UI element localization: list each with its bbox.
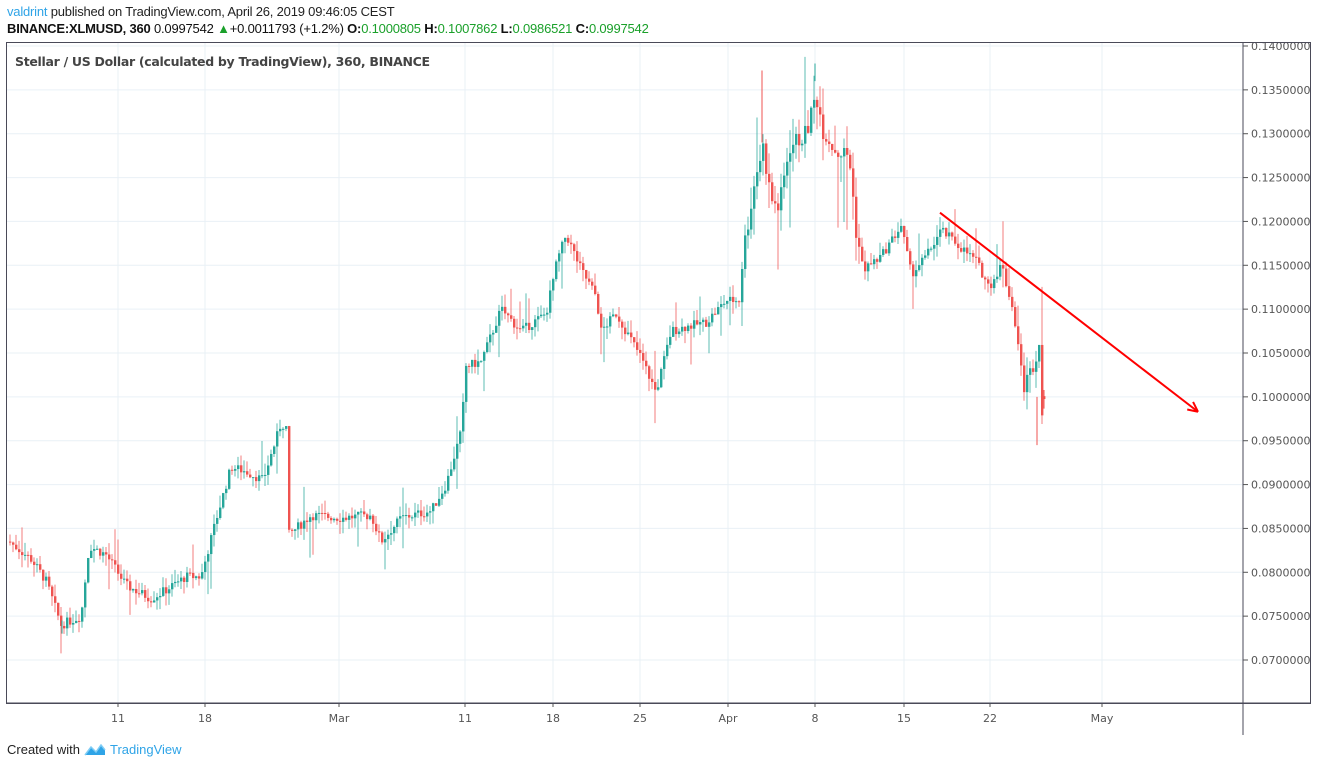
chart-grid <box>7 43 1243 703</box>
svg-text:11: 11 <box>111 712 125 725</box>
published-text: published on TradingView.com, April 26, … <box>47 4 395 19</box>
tradingview-logo-icon <box>84 743 106 756</box>
publish-info: valdrint published on TradingView.com, A… <box>7 4 395 19</box>
change-value: +0.0011793 (+1.2%) <box>229 21 344 36</box>
high-value: 0.1007862 <box>437 21 498 36</box>
low-label: L: <box>500 21 513 36</box>
svg-text:May: May <box>1091 712 1114 725</box>
svg-text:0.1350000: 0.1350000 <box>1251 84 1311 97</box>
ohlc-bar: BINANCE:XLMUSD, 360 0.0997542 ▲+0.001179… <box>7 21 649 36</box>
high-label: H: <box>424 21 438 36</box>
svg-text:8: 8 <box>812 712 819 725</box>
symbol-label: BINANCE:XLMUSD, 360 <box>7 21 151 36</box>
svg-text:Mar: Mar <box>329 712 350 725</box>
footer: Created with TradingView <box>7 742 182 757</box>
publisher-link[interactable]: valdrint <box>7 4 48 19</box>
change-up-icon: ▲ <box>217 21 230 36</box>
chart-axes: 0.1400000 0.1350000 0.1300000 0.1250000 0.12… <box>7 40 1311 735</box>
close-label: C: <box>575 21 590 36</box>
svg-text:0.0850000: 0.0850000 <box>1251 522 1311 535</box>
last-price: 0.0997542 <box>153 21 214 36</box>
svg-text:0.0750000: 0.0750000 <box>1251 610 1311 623</box>
svg-text:11: 11 <box>458 712 472 725</box>
trendline-arrow[interactable] <box>939 211 1199 413</box>
open-value: 0.1000805 <box>361 21 421 36</box>
svg-text:0.0700000: 0.0700000 <box>1251 654 1311 667</box>
created-with-text: Created with <box>7 742 80 757</box>
open-label: O: <box>347 21 362 36</box>
svg-text:0.1400000: 0.1400000 <box>1251 40 1311 53</box>
svg-text:15: 15 <box>897 712 911 725</box>
svg-text:18: 18 <box>198 712 212 725</box>
close-value: 0.0997542 <box>588 21 649 36</box>
svg-text:0.1200000: 0.1200000 <box>1251 215 1311 228</box>
svg-text:0.0950000: 0.0950000 <box>1251 435 1311 448</box>
svg-text:0.1050000: 0.1050000 <box>1251 347 1311 360</box>
svg-text:0.1300000: 0.1300000 <box>1251 128 1311 141</box>
svg-text:0.0900000: 0.0900000 <box>1251 479 1311 492</box>
svg-text:0.1150000: 0.1150000 <box>1251 259 1311 272</box>
svg-text:0.1250000: 0.1250000 <box>1251 172 1311 185</box>
svg-text:0.1100000: 0.1100000 <box>1251 303 1311 316</box>
low-value: 0.0986521 <box>512 21 573 36</box>
svg-text:18: 18 <box>546 712 560 725</box>
svg-text:22: 22 <box>983 712 997 725</box>
tradingview-brand-link[interactable]: TradingView <box>109 742 182 757</box>
series-legend-title: Stellar / US Dollar (calculated by Tradi… <box>15 54 430 69</box>
svg-text:0.1000000: 0.1000000 <box>1251 391 1311 404</box>
chart-frame <box>6 42 1311 704</box>
candlestick-series <box>9 56 1046 654</box>
svg-text:Apr: Apr <box>718 712 738 725</box>
svg-text:0.0800000: 0.0800000 <box>1251 566 1311 579</box>
svg-text:25: 25 <box>633 712 647 725</box>
